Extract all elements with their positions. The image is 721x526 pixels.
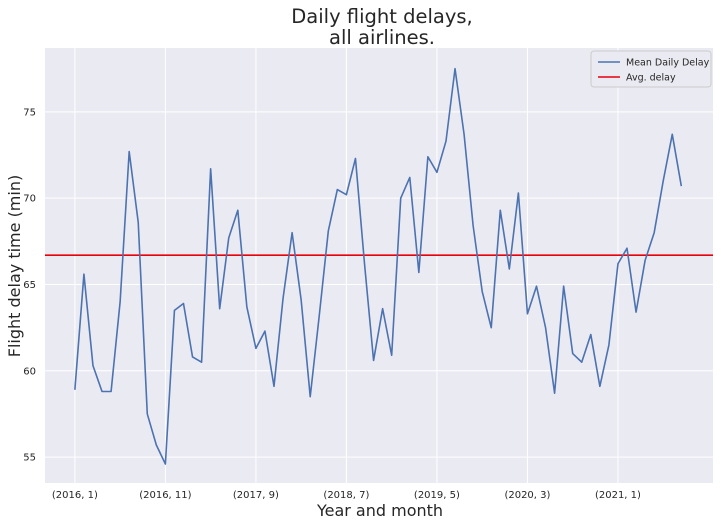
x-tick-label: (2020, 3) bbox=[504, 490, 550, 501]
x-tick-label: (2018, 7) bbox=[323, 490, 369, 501]
y-tick-label: 70 bbox=[23, 194, 36, 205]
plot-background bbox=[45, 48, 713, 483]
chart-title-line-2: all airlines. bbox=[329, 26, 435, 49]
x-tick-label: (2019, 5) bbox=[414, 490, 460, 501]
mean-daily-delay-line bbox=[74, 67, 683, 465]
chart-title-line-1: Daily flight delays, bbox=[291, 5, 472, 28]
x-tick-label: (2017, 9) bbox=[233, 490, 279, 501]
x-tick-label: (2021, 1) bbox=[595, 490, 641, 501]
legend-label-avg-delay: Avg. delay bbox=[626, 73, 676, 84]
legend: Mean Daily Delay Avg. delay bbox=[590, 50, 712, 88]
legend-label-mean-daily-delay: Mean Daily Delay bbox=[626, 58, 710, 69]
y-tick-label: 60 bbox=[23, 366, 36, 377]
x-tick-label: (2016, 1) bbox=[52, 490, 98, 501]
y-axis-ticks: 55 60 65 70 75 bbox=[23, 107, 36, 463]
gridlines bbox=[45, 48, 713, 483]
y-tick-label: 75 bbox=[23, 107, 36, 118]
y-tick-label: 55 bbox=[23, 453, 36, 464]
x-tick-label: (2016, 11) bbox=[139, 490, 191, 501]
y-axis-label: Flight delay time (min) bbox=[5, 175, 24, 357]
data-series bbox=[74, 67, 683, 465]
legend-box bbox=[590, 50, 712, 88]
x-axis-ticks: (2016, 1) (2016, 11) (2017, 9) (2018, 7) (20… bbox=[52, 490, 641, 501]
y-tick-label: 65 bbox=[23, 280, 36, 291]
x-axis-label: Year and month bbox=[316, 501, 443, 520]
